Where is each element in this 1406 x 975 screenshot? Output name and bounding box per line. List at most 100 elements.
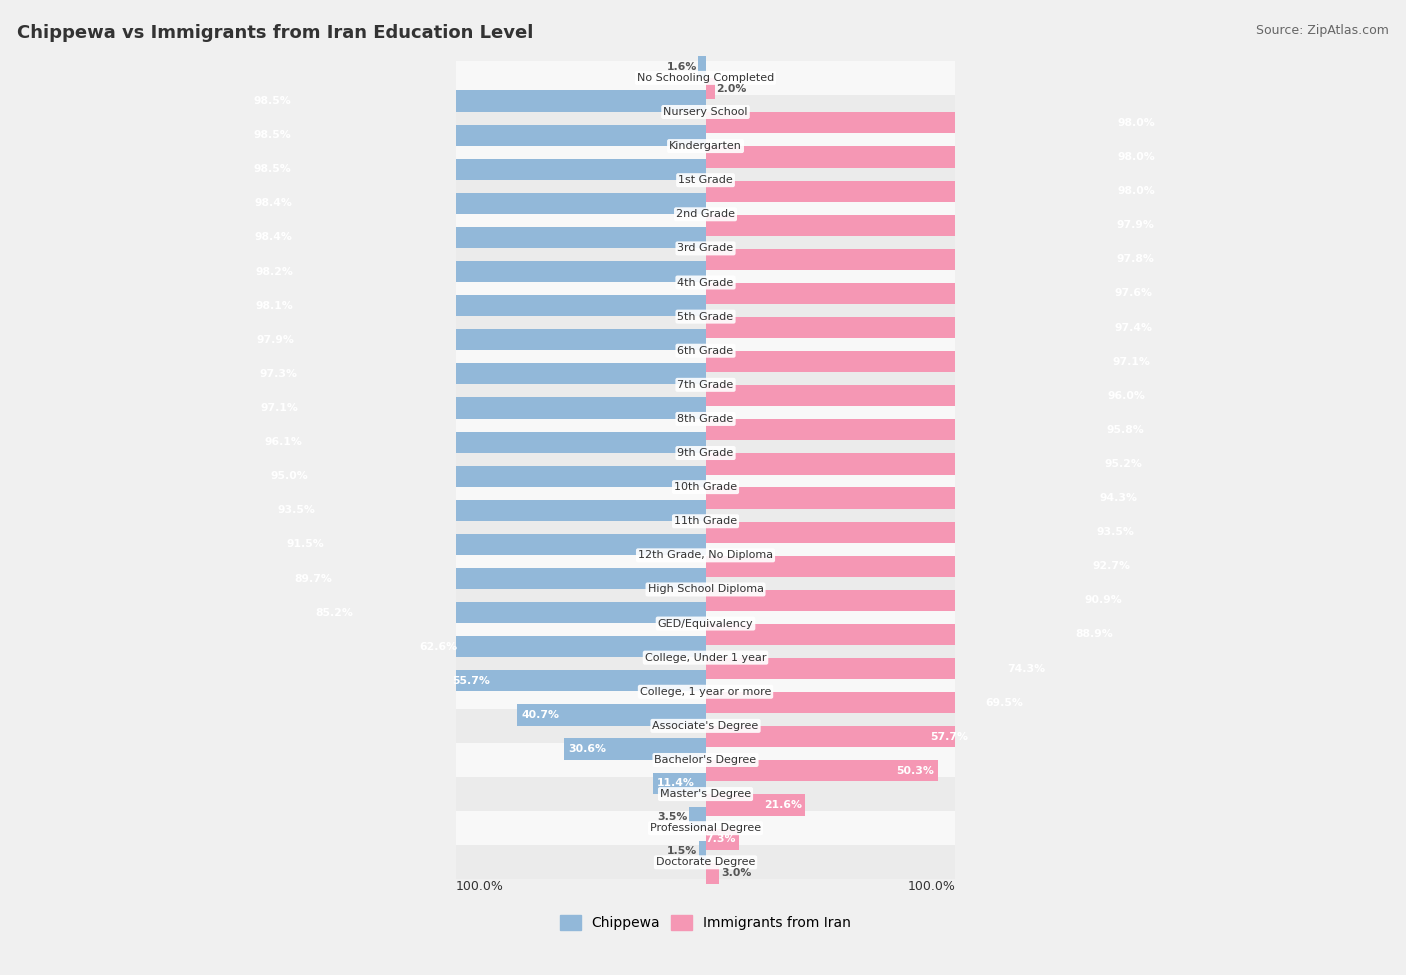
Bar — [451, 129, 960, 163]
Bar — [451, 606, 960, 641]
Bar — [283, 534, 706, 555]
Bar — [451, 299, 960, 333]
Bar — [706, 146, 1159, 168]
Text: 97.6%: 97.6% — [1115, 289, 1153, 298]
Bar — [451, 572, 960, 606]
Bar — [250, 227, 706, 248]
Bar — [250, 125, 706, 145]
Text: 7th Grade: 7th Grade — [678, 380, 734, 390]
Text: 4th Grade: 4th Grade — [678, 278, 734, 288]
Text: 30.6%: 30.6% — [568, 744, 606, 754]
Text: 98.5%: 98.5% — [254, 164, 291, 175]
Text: 97.9%: 97.9% — [1116, 220, 1154, 230]
Bar — [706, 351, 1154, 372]
Bar — [451, 470, 960, 504]
Text: 95.8%: 95.8% — [1107, 425, 1144, 435]
Bar — [706, 419, 1149, 441]
Bar — [706, 283, 1157, 304]
Bar — [416, 636, 706, 657]
Text: 97.4%: 97.4% — [1114, 323, 1152, 332]
Text: Chippewa vs Immigrants from Iran Education Level: Chippewa vs Immigrants from Iran Educati… — [17, 24, 533, 42]
Text: 1.5%: 1.5% — [666, 846, 697, 856]
Text: Associate's Degree: Associate's Degree — [652, 721, 759, 731]
Bar — [451, 811, 960, 845]
Text: 100.0%: 100.0% — [907, 880, 955, 893]
Bar — [706, 590, 1126, 611]
Text: 94.3%: 94.3% — [1099, 493, 1137, 503]
Text: Professional Degree: Professional Degree — [650, 823, 761, 834]
Text: 1.6%: 1.6% — [666, 62, 697, 72]
Text: 98.5%: 98.5% — [254, 97, 291, 106]
Bar — [451, 333, 960, 368]
Bar — [451, 504, 960, 538]
Bar — [451, 436, 960, 470]
Text: 98.4%: 98.4% — [254, 232, 292, 243]
Bar — [706, 556, 1135, 577]
Text: 85.2%: 85.2% — [315, 607, 353, 617]
Bar — [706, 112, 1159, 134]
Text: 88.9%: 88.9% — [1076, 630, 1112, 640]
Bar — [451, 197, 960, 231]
Text: 1st Grade: 1st Grade — [678, 176, 733, 185]
Text: 11th Grade: 11th Grade — [673, 516, 737, 526]
Bar — [451, 641, 960, 675]
Text: 98.1%: 98.1% — [256, 300, 294, 311]
Bar — [706, 317, 1156, 338]
Bar — [451, 163, 960, 197]
Bar — [706, 658, 1049, 680]
Bar — [451, 675, 960, 709]
Bar — [706, 249, 1157, 270]
Bar — [291, 568, 706, 589]
Bar — [706, 863, 720, 883]
Text: Bachelor's Degree: Bachelor's Degree — [654, 755, 756, 765]
Text: Doctorate Degree: Doctorate Degree — [655, 857, 755, 868]
Text: 89.7%: 89.7% — [295, 573, 332, 584]
Text: 9th Grade: 9th Grade — [678, 448, 734, 458]
Text: 98.4%: 98.4% — [254, 198, 292, 209]
Bar — [449, 670, 706, 691]
Bar — [451, 368, 960, 402]
Bar — [250, 91, 706, 112]
Text: 3.5%: 3.5% — [658, 812, 688, 822]
Text: 57.7%: 57.7% — [931, 732, 969, 742]
Text: 50.3%: 50.3% — [897, 766, 935, 776]
Text: 98.5%: 98.5% — [254, 131, 291, 140]
Text: 62.6%: 62.6% — [420, 642, 458, 651]
Bar — [257, 398, 706, 418]
Text: High School Diploma: High School Diploma — [648, 584, 763, 595]
Text: 12th Grade, No Diploma: 12th Grade, No Diploma — [638, 550, 773, 561]
Text: 55.7%: 55.7% — [451, 676, 489, 685]
Bar — [312, 603, 706, 623]
Bar — [689, 806, 706, 828]
Text: 98.2%: 98.2% — [256, 266, 294, 277]
Text: 40.7%: 40.7% — [522, 710, 560, 720]
Text: 91.5%: 91.5% — [287, 539, 323, 550]
Bar — [706, 624, 1116, 645]
Bar — [451, 265, 960, 299]
Text: 97.1%: 97.1% — [1112, 357, 1150, 367]
Text: 98.0%: 98.0% — [1118, 186, 1154, 196]
Bar — [706, 692, 1026, 714]
Bar — [451, 709, 960, 743]
Bar — [706, 180, 1159, 202]
Bar — [273, 500, 706, 521]
Text: 74.3%: 74.3% — [1007, 664, 1045, 674]
Text: College, Under 1 year: College, Under 1 year — [645, 652, 766, 663]
Bar — [262, 432, 706, 452]
Text: 90.9%: 90.9% — [1084, 596, 1122, 605]
Text: College, 1 year or more: College, 1 year or more — [640, 686, 772, 697]
Bar — [451, 743, 960, 777]
Text: 3rd Grade: 3rd Grade — [678, 244, 734, 254]
Text: 69.5%: 69.5% — [986, 698, 1024, 708]
Bar — [706, 78, 714, 99]
Text: 93.5%: 93.5% — [1097, 527, 1135, 537]
Text: 95.0%: 95.0% — [270, 471, 308, 482]
Text: GED/Equivalency: GED/Equivalency — [658, 618, 754, 629]
Bar — [706, 488, 1142, 509]
Text: 95.2%: 95.2% — [1104, 459, 1142, 469]
Text: 96.1%: 96.1% — [264, 437, 302, 448]
Text: 98.0%: 98.0% — [1118, 152, 1154, 162]
Bar — [451, 402, 960, 436]
Text: Source: ZipAtlas.com: Source: ZipAtlas.com — [1256, 24, 1389, 37]
Text: 8th Grade: 8th Grade — [678, 414, 734, 424]
